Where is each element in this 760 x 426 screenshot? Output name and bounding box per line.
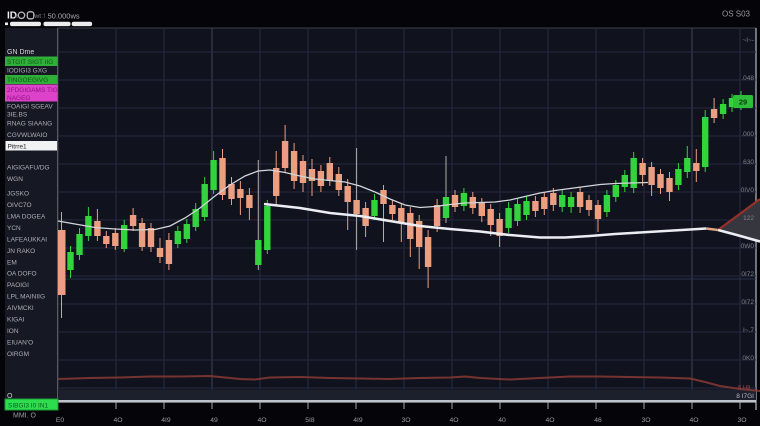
svg-text:3O: 3O xyxy=(737,417,746,424)
svg-text:Pitrre1: Pitrre1 xyxy=(8,144,28,151)
svg-text:SIBGI3 I0 IN1: SIBGI3 I0 IN1 xyxy=(8,403,48,410)
svg-text:49: 49 xyxy=(210,417,218,424)
svg-text:0IV0: 0IV0 xyxy=(741,187,755,194)
svg-text:RNAG SIAANG: RNAG SIAANG xyxy=(7,121,52,128)
svg-text:WGN: WGN xyxy=(7,176,23,183)
svg-text:EIUAN'O: EIUAN'O xyxy=(7,340,33,347)
svg-text:0K0: 0K0 xyxy=(742,355,754,362)
svg-text:4I9: 4I9 xyxy=(353,417,363,424)
svg-text:OA DOFO: OA DOFO xyxy=(7,271,37,278)
svg-text:wt: wt xyxy=(34,13,42,20)
svg-text:PAOIGI: PAOIGI xyxy=(7,282,29,289)
svg-text:40: 40 xyxy=(498,417,506,424)
svg-text:O: O xyxy=(7,393,13,400)
svg-text:0I72: 0I72 xyxy=(741,299,754,306)
svg-text:~I~-: ~I~- xyxy=(742,37,754,44)
svg-text:AIVMCKI: AIVMCKI xyxy=(7,305,34,312)
svg-text:ID: ID xyxy=(7,11,17,22)
svg-text:E0: E0 xyxy=(56,417,65,424)
svg-text:5I8: 5I8 xyxy=(305,417,315,424)
svg-text:JN RAKO: JN RAKO xyxy=(7,248,35,255)
svg-text:ION: ION xyxy=(7,328,19,335)
svg-text:4O: 4O xyxy=(449,417,458,424)
svg-text:u: u xyxy=(15,14,18,20)
svg-text:4O: 4O xyxy=(545,417,554,424)
svg-text:NAGEG: NAGEG xyxy=(7,95,30,102)
svg-text:2FDGIGAMS TIG: 2FDGIGAMS TIG xyxy=(7,87,58,94)
svg-text:29: 29 xyxy=(739,98,747,107)
svg-text:YCN: YCN xyxy=(7,225,21,232)
svg-text:OIVC7O: OIVC7O xyxy=(7,202,32,209)
svg-text:JGSKO: JGSKO xyxy=(7,191,29,198)
svg-text:OS S03: OS S03 xyxy=(722,10,751,19)
svg-text:50.000ws: 50.000ws xyxy=(48,12,80,21)
svg-text:4O: 4O xyxy=(113,417,122,424)
svg-text:630: 630 xyxy=(743,159,754,166)
svg-text:8 I-6I: 8 I-6I xyxy=(738,385,751,391)
svg-text:MMI. O: MMI. O xyxy=(13,413,36,420)
svg-text:4O: 4O xyxy=(257,417,266,424)
svg-text:EM: EM xyxy=(7,260,17,267)
svg-text:LMA DOGEA: LMA DOGEA xyxy=(7,214,46,221)
svg-text:TINGOEGIVG: TINGOEGIVG xyxy=(7,77,48,84)
svg-text:8 I7GI: 8 I7GI xyxy=(736,393,754,400)
svg-text:CGVWLWAIO: CGVWLWAIO xyxy=(7,132,47,139)
svg-text:.000: .000 xyxy=(741,131,754,138)
svg-text:KIGAI: KIGAI xyxy=(7,317,25,324)
svg-text:AIGIGAFU/DG: AIGIGAFU/DG xyxy=(7,165,50,172)
svg-text:STGIT SIGT IIG: STGIT SIGT IIG xyxy=(7,59,53,66)
svg-text:122: 122 xyxy=(743,215,754,222)
svg-text:LPL MAINIIG: LPL MAINIIG xyxy=(7,294,45,301)
svg-text:FOAIGI SGEAV: FOAIGI SGEAV xyxy=(7,104,53,111)
svg-text:0I72: 0I72 xyxy=(741,271,754,278)
svg-text:.048: .048 xyxy=(741,75,754,82)
svg-text:I~.7: I~.7 xyxy=(743,327,754,334)
svg-text:46: 46 xyxy=(594,417,602,424)
svg-text:3O: 3O xyxy=(641,417,650,424)
svg-text:GN Dme: GN Dme xyxy=(7,49,34,56)
svg-text:4O: 4O xyxy=(689,417,698,424)
svg-text:4I9: 4I9 xyxy=(161,417,171,424)
svg-text::t: :t xyxy=(42,14,46,20)
svg-text:0W0: 0W0 xyxy=(741,243,755,250)
svg-text:IODIGI3 GXG: IODIGI3 GXG xyxy=(7,68,47,75)
svg-text:3O: 3O xyxy=(401,417,410,424)
svg-text:3IE.BS: 3IE.BS xyxy=(7,112,28,119)
svg-text:LAFEAUKKAI: LAFEAUKKAI xyxy=(7,237,47,244)
svg-text:OIRGM: OIRGM xyxy=(7,351,29,358)
